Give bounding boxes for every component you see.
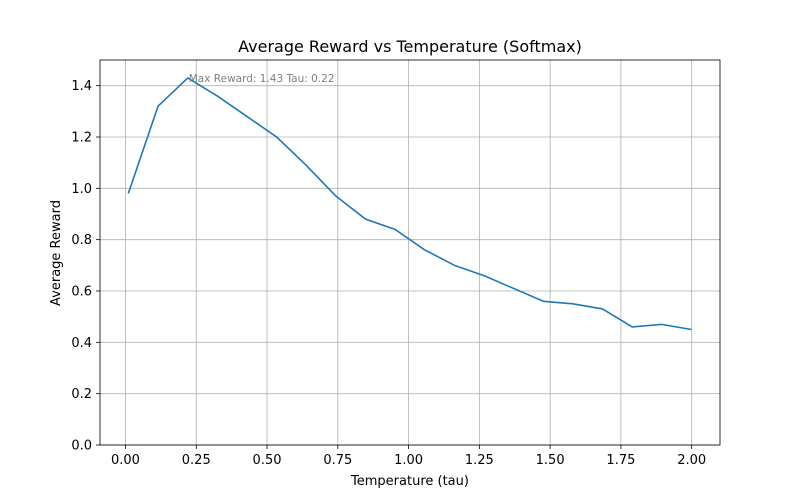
- y-tick-label: 1.4: [71, 79, 92, 94]
- annotations: Max Reward: 1.43 Tau: 0.22: [189, 73, 335, 85]
- y-tick-label: 0.6: [71, 285, 92, 300]
- series-line: [127, 77, 692, 331]
- x-tick-label: 0.50: [253, 453, 282, 468]
- y-axis-ticks: 0.0 0.2 0.4 0.6 0.8 1.0 1.2 1.4: [71, 79, 100, 454]
- x-tick-label: 1.50: [536, 453, 565, 468]
- y-tick-label: 0.2: [71, 387, 92, 402]
- y-tick-label: 1.2: [71, 131, 92, 146]
- x-tick-label: 0.25: [182, 453, 211, 468]
- x-tick-label: 2.00: [677, 453, 706, 468]
- x-tick-label: 0.00: [111, 453, 140, 468]
- plot-area-frame: [99, 59, 721, 446]
- series-layer: [127, 77, 692, 331]
- x-tick-label: 0.75: [323, 453, 352, 468]
- x-axis-ticks: 0.00 0.25 0.50 0.75 1.00 1.25 1.50 1.75 2.00: [111, 445, 706, 468]
- y-tick-label: 0.0: [71, 439, 92, 454]
- x-axis-label: Temperature (tau): [350, 474, 469, 489]
- x-tick-label: 1.75: [606, 453, 635, 468]
- max-reward-annotation: Max Reward: 1.43 Tau: 0.22: [189, 73, 335, 85]
- chart-title: Average Reward vs Temperature (Softmax): [238, 37, 582, 56]
- y-tick-label: 0.4: [71, 336, 92, 351]
- x-tick-label: 1.00: [394, 453, 423, 468]
- y-tick-label: 1.0: [71, 182, 92, 197]
- y-axis-label: Average Reward: [49, 200, 64, 306]
- x-tick-label: 1.25: [465, 453, 494, 468]
- y-tick-label: 0.8: [71, 233, 92, 248]
